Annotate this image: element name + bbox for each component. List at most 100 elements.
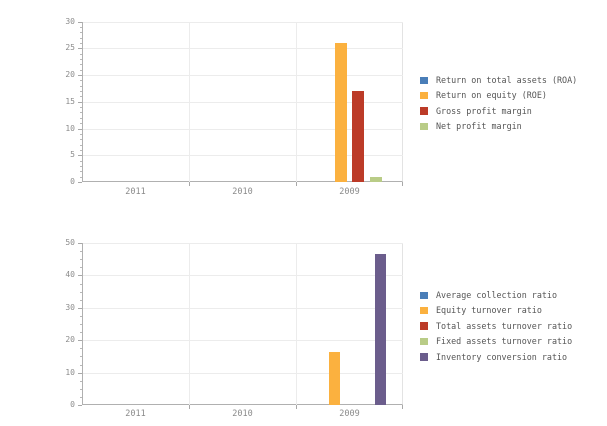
y-axis-tick-label: 15 xyxy=(65,96,75,106)
vertical-gridline xyxy=(296,243,297,405)
legend-swatch-fixed-assets-turnover-ratio xyxy=(420,337,428,346)
y-axis-minor-tick xyxy=(79,91,82,93)
bar-return-on-equity-roe-2009 xyxy=(334,42,347,182)
legend-label: Return on total assets (ROA) xyxy=(436,75,578,85)
y-axis-minor-tick xyxy=(79,32,82,34)
legend-swatch-average-collection-ratio xyxy=(420,291,428,299)
legend-swatch-return-on-total-assets-roa xyxy=(420,76,428,84)
y-axis-minor-tick xyxy=(79,26,82,28)
y-axis-minor-tick xyxy=(79,165,82,167)
y-axis-minor-tick xyxy=(79,364,82,366)
y-axis-major-tick xyxy=(78,372,82,374)
horizontal-gridline xyxy=(83,75,403,76)
y-axis-minor-tick xyxy=(79,37,82,39)
x-axis-tick xyxy=(296,405,297,409)
y-axis-minor-tick xyxy=(79,291,82,293)
y-axis-tick-label: 0 xyxy=(70,177,75,186)
x-axis-tick xyxy=(402,405,403,409)
y-axis-tick-label: 0 xyxy=(70,400,75,409)
y-axis-minor-tick xyxy=(79,149,82,151)
y-axis-minor-tick xyxy=(79,324,82,325)
y-axis-tick-label: 25 xyxy=(65,43,75,53)
plot-area xyxy=(82,243,403,405)
y-axis-major-tick xyxy=(78,275,82,277)
legend-swatch-net-profit-margin xyxy=(420,122,428,131)
y-axis-minor-tick xyxy=(79,117,82,119)
y-axis-minor-tick xyxy=(79,160,82,162)
y-axis-minor-tick xyxy=(79,133,82,135)
bar-gross-profit-margin-2009 xyxy=(352,91,365,182)
x-axis-tick xyxy=(296,182,297,186)
y-axis-minor-tick xyxy=(79,139,82,141)
y-axis-major-tick xyxy=(78,182,82,183)
y-axis-major-tick xyxy=(78,101,82,103)
y-axis-minor-tick xyxy=(79,332,82,334)
horizontal-gridline xyxy=(83,340,403,342)
y-axis-minor-tick xyxy=(79,259,82,261)
legend-label: Net profit margin xyxy=(436,121,522,132)
horizontal-gridline xyxy=(83,307,403,309)
y-axis-tick-label: 30 xyxy=(65,302,75,312)
x-axis-tick-label-2011: 2011 xyxy=(125,408,146,419)
y-axis-minor-tick xyxy=(79,58,82,60)
bar-inventory-conversion-ratio-2009 xyxy=(374,253,386,405)
y-axis-major-tick xyxy=(78,155,82,157)
y-axis-minor-tick xyxy=(79,348,82,350)
horizontal-gridline xyxy=(83,243,403,244)
legend-swatch-equity-turnover-ratio xyxy=(420,306,428,315)
y-axis-tick-label: 20 xyxy=(65,70,75,79)
y-axis-minor-tick xyxy=(79,388,82,390)
x-axis-tick-label-2011: 2011 xyxy=(125,186,146,197)
horizontal-gridline xyxy=(83,275,403,277)
horizontal-gridline xyxy=(83,155,403,157)
legend-label: Total assets turnover ratio xyxy=(436,320,573,331)
y-axis-major-tick xyxy=(78,75,82,76)
y-axis-minor-tick xyxy=(79,69,82,71)
y-axis-tick-label: 30 xyxy=(65,16,75,26)
y-axis-minor-tick xyxy=(79,53,82,55)
y-axis-minor-tick xyxy=(79,80,82,82)
y-axis-minor-tick xyxy=(79,176,82,178)
x-axis-tick xyxy=(402,182,403,186)
legend-label: Equity turnover ratio xyxy=(436,305,542,316)
legend-label: Average collection ratio xyxy=(436,290,558,300)
horizontal-gridline xyxy=(83,48,403,50)
y-axis-tick-label: 10 xyxy=(65,123,75,133)
y-axis-tick-label: 50 xyxy=(65,238,75,247)
vertical-gridline xyxy=(189,243,190,405)
y-axis-major-tick xyxy=(78,48,82,50)
y-axis-minor-tick xyxy=(79,283,82,285)
legend-label: Return on equity (ROE) xyxy=(436,90,547,101)
legend-label: Gross profit margin xyxy=(436,105,532,116)
legend-label: Fixed assets turnover ratio xyxy=(436,336,573,347)
y-axis-major-tick xyxy=(78,307,82,309)
legend-swatch-gross-profit-margin xyxy=(420,107,428,115)
y-axis-minor-tick xyxy=(79,64,82,66)
y-axis-minor-tick xyxy=(79,107,82,109)
y-axis-major-tick xyxy=(78,340,82,342)
y-axis-minor-tick xyxy=(79,42,82,44)
y-axis-major-tick xyxy=(78,243,82,244)
x-axis-tick-label-2009: 2009 xyxy=(339,186,360,197)
y-axis-minor-tick xyxy=(79,144,82,146)
y-axis-minor-tick xyxy=(79,267,82,269)
legend-label: Inventory conversion ratio xyxy=(436,351,568,362)
horizontal-gridline xyxy=(83,101,403,103)
y-axis-minor-tick xyxy=(79,251,82,253)
y-axis-minor-tick xyxy=(79,85,82,87)
x-axis-tick-label-2010: 2010 xyxy=(232,186,253,197)
y-axis-major-tick xyxy=(78,21,82,23)
x-axis-tick xyxy=(189,405,190,409)
x-axis-tick xyxy=(189,182,190,186)
x-axis-tick-label-2010: 2010 xyxy=(232,408,253,419)
y-axis-minor-tick xyxy=(79,171,82,173)
y-axis-tick-label: 40 xyxy=(65,270,75,280)
y-axis-minor-tick xyxy=(79,380,82,382)
y-axis-minor-tick xyxy=(79,123,82,125)
y-axis-minor-tick xyxy=(79,96,82,98)
y-axis-minor-tick xyxy=(79,315,82,317)
y-axis-minor-tick xyxy=(79,396,82,398)
x-axis-tick-label-2009: 2009 xyxy=(339,408,360,419)
y-axis-minor-tick xyxy=(79,112,82,114)
